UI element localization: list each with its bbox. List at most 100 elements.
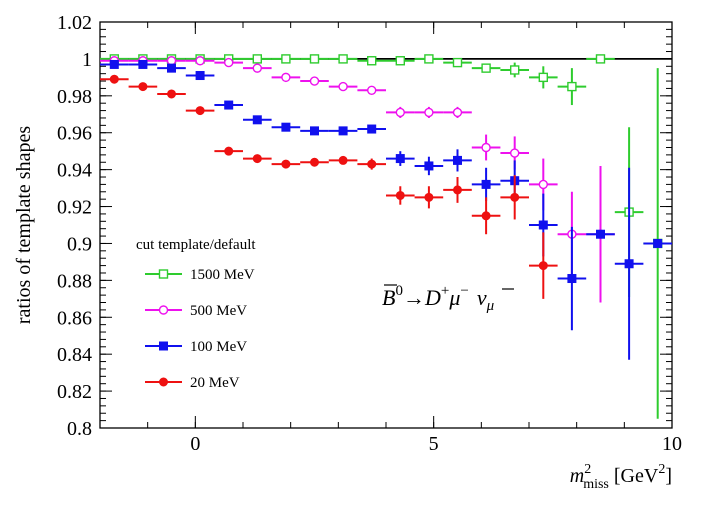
data-point	[109, 74, 119, 84]
data-point	[338, 54, 348, 64]
data-point	[452, 107, 463, 118]
data-point	[595, 54, 606, 64]
legend-title: cut template/default	[136, 237, 256, 253]
y-tick-label: 0.98	[57, 86, 92, 108]
data-point	[166, 56, 177, 66]
data-point	[167, 63, 176, 73]
y-tick-label: 0.8	[67, 418, 92, 440]
data-point	[424, 54, 434, 64]
x-tick-label: 10	[662, 433, 682, 455]
x-label-sup: 2	[584, 462, 591, 477]
data-point	[195, 56, 205, 66]
legend-label: 500 MeV	[190, 303, 247, 319]
data-point	[452, 57, 463, 68]
data-point	[309, 54, 320, 64]
data-point	[281, 159, 291, 169]
legend: cut template/default 1500 MeV 500 MeV 100 …	[136, 237, 256, 391]
data-point	[138, 59, 148, 69]
legend-item: 500 MeV	[145, 303, 247, 319]
y-tick-label: 0.94	[57, 160, 92, 182]
y-tick-label: 1	[82, 49, 92, 71]
data-point	[223, 57, 234, 68]
legend-marker	[158, 305, 169, 315]
legend-item: 100 MeV	[145, 339, 247, 355]
y-tick-label: 0.84	[57, 344, 92, 366]
data-point	[224, 100, 234, 110]
y-tick-label: 0.9	[67, 233, 92, 255]
data-point	[281, 122, 291, 132]
y-tick-label: 0.96	[57, 123, 92, 145]
legend-item: 1500 MeV	[145, 267, 255, 283]
data-point	[195, 106, 205, 116]
data-point	[138, 82, 148, 92]
plot-frame	[99, 21, 673, 429]
data-point	[538, 220, 548, 230]
data-point	[195, 71, 205, 81]
data-point	[567, 81, 577, 92]
data-point	[395, 190, 405, 200]
data-point	[453, 155, 462, 165]
data-point	[367, 85, 377, 95]
data-point	[567, 274, 577, 284]
x-axis-label: m2 miss [GeV2]	[570, 462, 672, 492]
data-point	[481, 142, 491, 153]
data-point	[367, 159, 377, 169]
data-point	[395, 107, 405, 118]
axis-ticks: 0.8 0.82 0.84 0.86 0.88 0.9 0.92 0.94 0.96 0.98 1 1…	[57, 12, 682, 455]
data-point	[453, 185, 462, 195]
data-point	[481, 63, 491, 73]
data-point	[281, 54, 291, 64]
data-point	[510, 148, 520, 158]
data-point	[281, 72, 291, 83]
data-point	[224, 146, 234, 156]
data-point	[310, 157, 319, 167]
data-point	[338, 81, 348, 92]
data-point	[109, 59, 119, 69]
data-point	[338, 126, 348, 136]
data-point	[510, 65, 520, 75]
x-label-unit-sup: 2	[658, 462, 665, 477]
y-axis-label: ratios of template shapes	[13, 126, 35, 324]
data-point	[538, 179, 548, 190]
legend-label: 1500 MeV	[190, 267, 255, 283]
y-tick-label: 0.82	[57, 381, 92, 403]
legend-marker	[159, 377, 168, 387]
data-point	[252, 63, 262, 73]
x-label-main: m	[570, 465, 584, 487]
data-point	[367, 56, 377, 66]
y-tick-label: 0.92	[57, 197, 92, 219]
data-point	[309, 76, 320, 86]
data-point	[395, 56, 405, 66]
data-point	[424, 161, 434, 171]
legend-marker	[159, 341, 168, 351]
data-point	[481, 179, 491, 189]
data-point	[624, 259, 634, 269]
decay-annotation: B0→D+μ− νμ	[382, 283, 514, 314]
y-tick-label: 0.88	[57, 270, 92, 292]
data-point	[596, 229, 605, 239]
decay-formula: B0→D+μ− νμ	[382, 283, 495, 314]
data-point	[653, 238, 663, 248]
x-label-sub: miss	[583, 477, 609, 492]
data-point	[338, 155, 348, 165]
y-tick-label: 0.86	[57, 307, 92, 329]
x-label-unit-close: ]	[665, 465, 672, 487]
series-100-mev	[100, 59, 672, 360]
data-point	[424, 192, 434, 202]
data-point	[538, 261, 548, 271]
series-20-mev	[100, 74, 558, 299]
data-point	[395, 154, 405, 164]
data-point	[538, 72, 548, 83]
data-point	[367, 124, 377, 134]
legend-label: 100 MeV	[190, 339, 247, 355]
data-point	[167, 89, 176, 99]
data-point	[310, 126, 319, 136]
x-label-unit: [GeV	[614, 465, 659, 487]
legend-label: 20 MeV	[190, 375, 240, 391]
data-point	[252, 115, 262, 125]
data-point	[424, 107, 434, 118]
data-point	[252, 54, 263, 64]
data-point	[481, 211, 491, 221]
legend-marker	[158, 269, 169, 279]
